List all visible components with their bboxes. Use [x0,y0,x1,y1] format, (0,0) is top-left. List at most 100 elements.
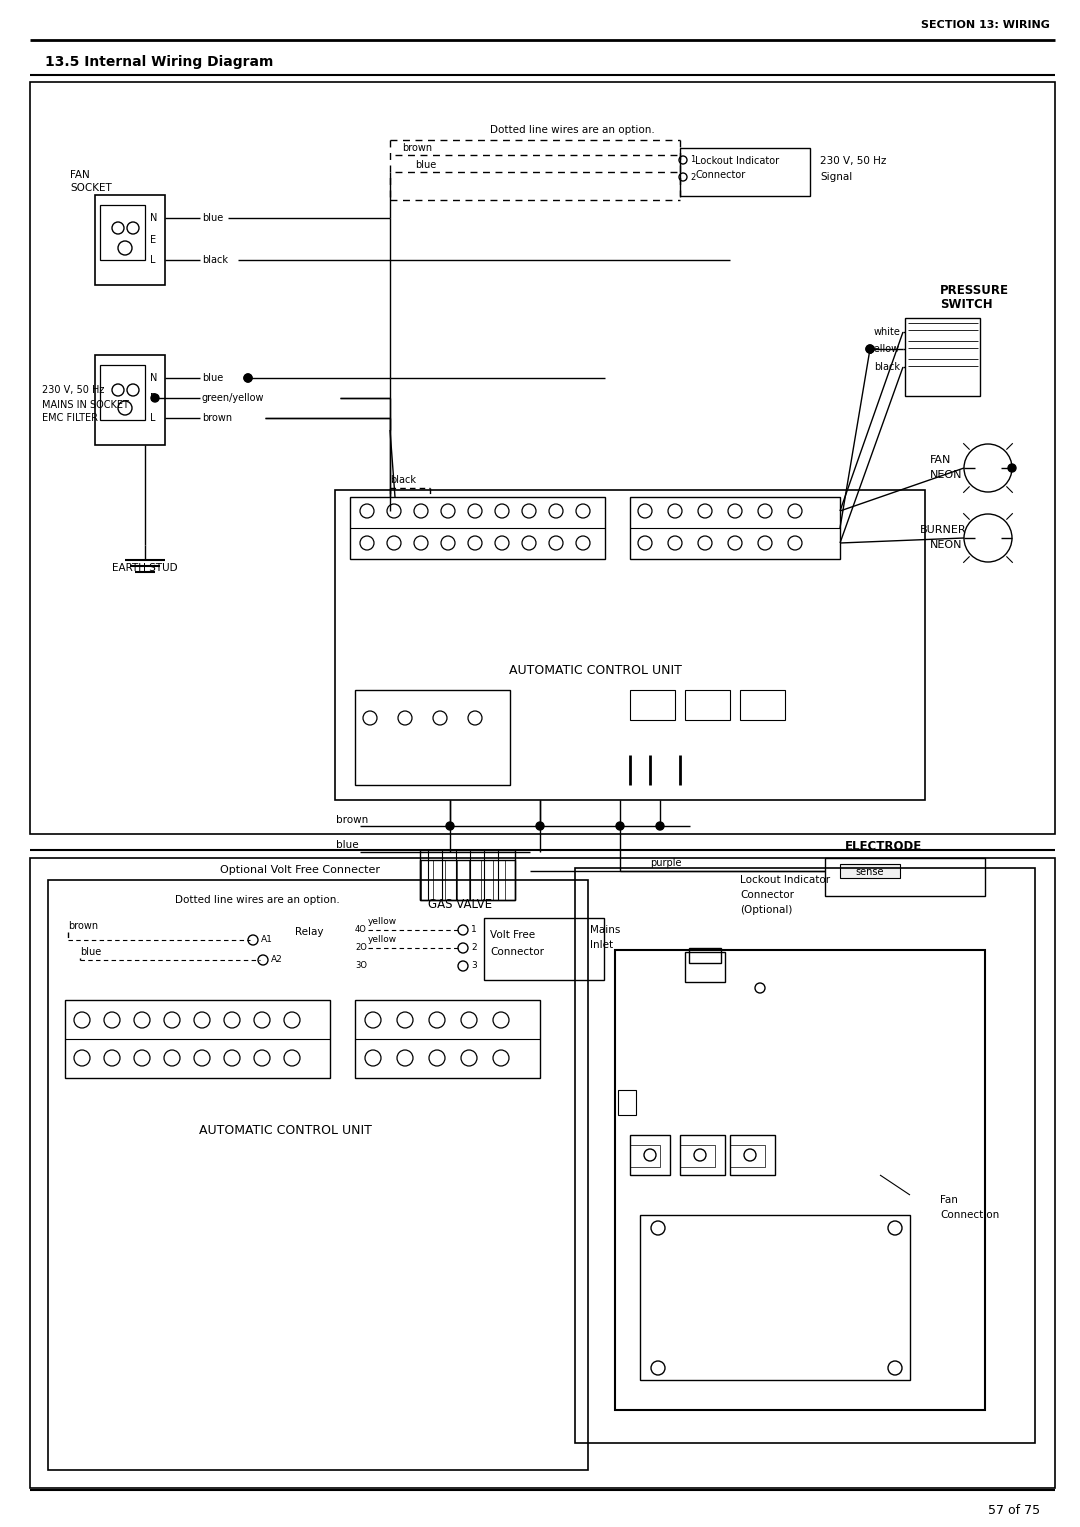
Text: 2: 2 [690,173,696,182]
Text: ELECTRODE: ELECTRODE [845,840,922,854]
Bar [484,918,604,980]
Bar [30,82,1055,834]
Text: yellow: yellow [368,918,397,927]
Text: (Optional): (Optional) [740,906,793,915]
Bar [100,365,145,420]
Bar [355,690,510,785]
Text: brown: brown [202,412,232,423]
Bar [680,1135,725,1174]
Text: Inlet: Inlet [590,941,613,950]
Text: blue: blue [202,373,224,383]
Text: SOCKET: SOCKET [70,183,111,192]
Text: green/yellow: green/yellow [202,392,265,403]
Text: black: black [874,362,900,373]
Text: Volt Free: Volt Free [490,930,535,941]
Text: Optional Volt Free Connecter: Optional Volt Free Connecter [220,864,380,875]
Text: Dotted line wires are an option.: Dotted line wires are an option. [490,125,654,134]
Bar [48,880,588,1471]
Text: Lockout Indicator: Lockout Indicator [740,875,831,886]
Text: Dotted line wires are an option.: Dotted line wires are an option. [175,895,340,906]
Text: 230 V, 50 Hz: 230 V, 50 Hz [42,385,105,395]
Text: brown: brown [402,144,432,153]
Text: L: L [150,255,156,266]
Text: MAINS IN SOCKET: MAINS IN SOCKET [42,400,129,411]
Text: brown: brown [336,815,368,825]
Bar [630,1135,670,1174]
Bar [840,864,900,878]
Bar [680,148,810,195]
Text: NEON: NEON [930,541,962,550]
Text: SECTION 13: WIRING: SECTION 13: WIRING [921,20,1050,31]
Text: Fan: Fan [940,1196,958,1205]
Text: 1: 1 [690,156,696,165]
Text: 13.5 Internal Wiring Diagram: 13.5 Internal Wiring Diagram [45,55,273,69]
Text: Connector: Connector [696,169,745,180]
Text: GAS VALVE: GAS VALVE [428,898,492,912]
Text: purple: purple [650,858,681,867]
Text: blue: blue [415,160,436,169]
Text: black: black [202,255,228,266]
Bar [355,1000,540,1078]
Circle shape [244,374,252,382]
Bar [615,950,985,1409]
Text: 1: 1 [471,925,476,935]
Text: EMC FILTER: EMC FILTER [42,412,98,423]
Text: Connector: Connector [740,890,794,899]
Circle shape [536,822,544,831]
Text: PRESSURE: PRESSURE [940,284,1009,296]
Text: Relay: Relay [295,927,324,938]
Circle shape [656,822,664,831]
Text: SWITCH: SWITCH [940,298,993,312]
Bar [685,690,730,721]
Text: L: L [150,412,156,423]
Text: AUTOMATIC CONTROL UNIT: AUTOMATIC CONTROL UNIT [199,1124,372,1136]
Bar [618,1090,636,1115]
Bar [685,951,725,982]
Text: A1: A1 [261,936,273,945]
Bar [730,1145,765,1167]
Bar [575,867,1035,1443]
Text: Connection: Connection [940,1209,999,1220]
Circle shape [616,822,624,831]
Circle shape [866,345,874,353]
Bar [335,490,924,800]
Bar [905,318,980,395]
Bar [100,205,145,260]
Text: E: E [150,235,157,244]
Bar [95,195,165,286]
Text: N: N [150,373,158,383]
Circle shape [1008,464,1016,472]
Bar [680,1145,715,1167]
Text: 230 V, 50 Hz: 230 V, 50 Hz [820,156,887,166]
Text: blue: blue [202,212,224,223]
Bar [640,1215,910,1380]
Text: Mains: Mains [590,925,620,935]
Text: black: black [390,475,416,486]
Text: EARTH STUD: EARTH STUD [112,563,178,573]
Bar [350,496,605,559]
Bar [630,1145,660,1167]
Text: 2: 2 [471,944,476,953]
Bar [630,496,840,559]
Bar [95,354,165,444]
Bar [740,690,785,721]
Text: 4O: 4O [355,925,367,935]
Text: blue: blue [336,840,359,851]
Text: FAN: FAN [930,455,951,466]
Circle shape [446,822,454,831]
Text: AUTOMATIC CONTROL UNIT: AUTOMATIC CONTROL UNIT [509,664,681,676]
Bar [420,860,515,899]
Text: yellow: yellow [368,936,397,945]
Text: white: white [873,327,900,337]
Text: 3O: 3O [355,960,367,970]
Bar [420,851,515,899]
Circle shape [244,374,252,382]
Bar [65,1000,330,1078]
Text: NEON: NEON [930,470,962,479]
Text: Lockout Indicator: Lockout Indicator [696,156,779,166]
Text: N: N [150,212,158,223]
Circle shape [866,345,874,353]
Text: E: E [150,392,157,403]
Text: sense: sense [855,867,885,876]
Bar [30,858,1055,1487]
